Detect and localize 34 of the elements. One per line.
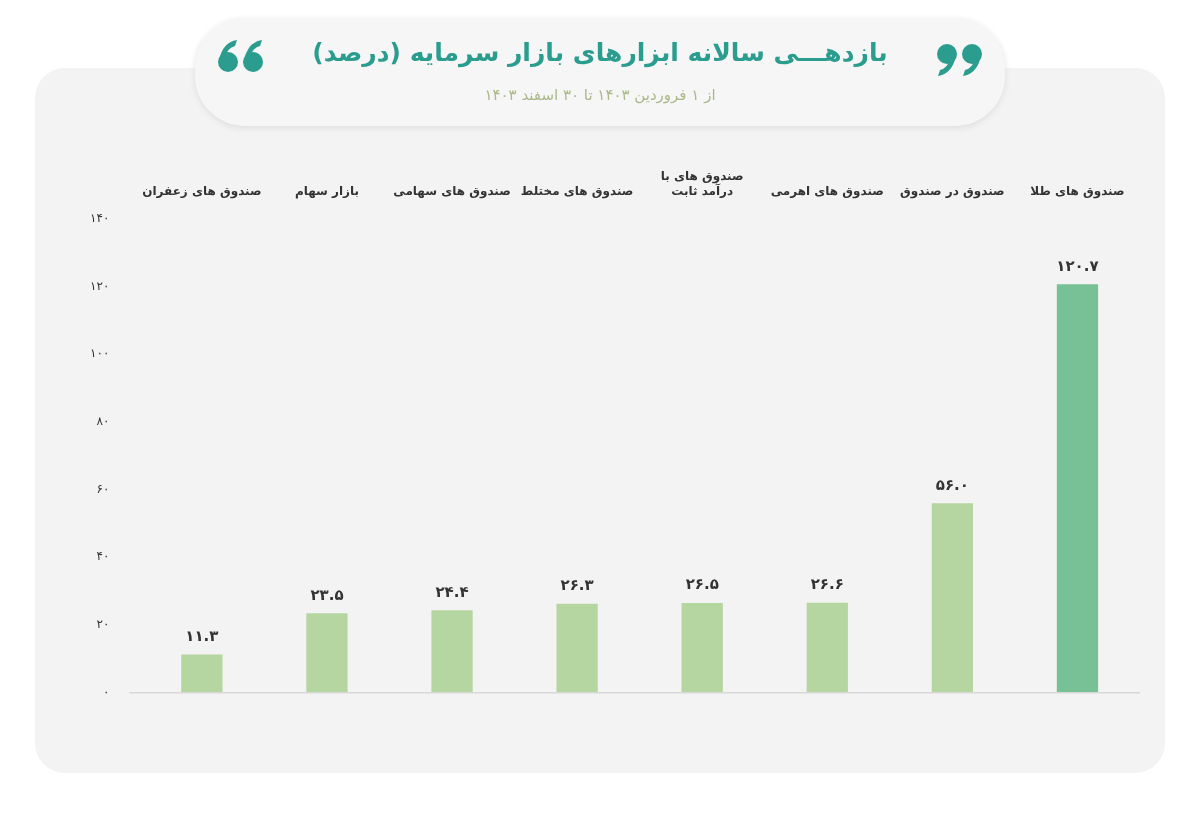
bar (431, 610, 473, 693)
x-tick-label: صندوق های با درآمد ثابت (660, 169, 744, 198)
data-label: ۲۳.۵ (310, 585, 344, 604)
y-tick-label: ۶۰ (96, 481, 110, 496)
y-tick-label: ۱۴۰ (89, 210, 110, 225)
bar (806, 602, 848, 693)
x-tick-label: صندوق های طلا (1030, 183, 1125, 199)
data-label: ۱۱.۳ (185, 626, 219, 645)
x-tick-label: صندوق های زعفران (142, 183, 262, 199)
x-tick-label: بازار سهام (294, 183, 360, 199)
chart-subtitle: از ۱ فروردین ۱۴۰۳ تا ۳۰ اسفند ۱۴۰۳ (483, 86, 717, 104)
data-label: ۲۶.۶ (810, 575, 844, 594)
data-label: ۱۲۰.۷ (1056, 256, 1099, 275)
chart-title: بازدهـــی سالانه ابزارهای بازار سرمایه (درصد) (311, 38, 889, 67)
y-tick-label: ۱۲۰ (89, 278, 110, 293)
y-tick-label: ۲۰ (96, 617, 110, 632)
bar (931, 503, 974, 693)
y-tick-label: ۴۰ (96, 549, 110, 564)
y-tick-label: ۸۰ (96, 414, 110, 429)
bar (181, 654, 223, 693)
x-tick-label: صندوق های سهامی (393, 183, 511, 199)
x-tick-label: صندوق در صندوق (900, 183, 1005, 199)
y-tick-label: ۱۰۰ (89, 346, 110, 361)
data-label: ۲۶.۳ (560, 576, 594, 595)
bar (1056, 284, 1099, 693)
y-tick-label: ۰ (102, 684, 110, 699)
bar (681, 603, 723, 693)
x-tick-label: صندوق های اهرمی (770, 183, 884, 199)
data-label: ۵۶.۰ (935, 475, 969, 494)
bar (306, 613, 348, 693)
data-label: ۲۴.۴ (435, 582, 469, 601)
data-label: ۲۶.۵ (685, 575, 719, 594)
x-tick-label: صندوق های مختلط (520, 183, 634, 199)
bar (556, 603, 598, 693)
